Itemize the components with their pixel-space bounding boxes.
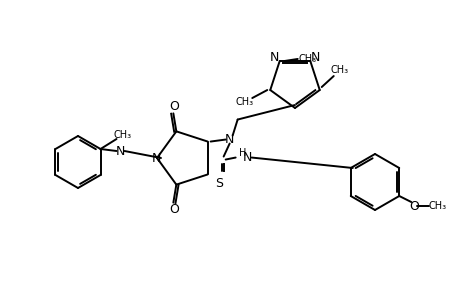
Text: S: S bbox=[214, 177, 222, 190]
Text: N: N bbox=[242, 151, 252, 164]
Text: CH₃: CH₃ bbox=[427, 201, 445, 211]
Text: N: N bbox=[310, 52, 319, 64]
Text: O: O bbox=[169, 100, 179, 113]
Text: N: N bbox=[269, 52, 279, 64]
Text: H: H bbox=[238, 148, 246, 158]
Text: CH₃: CH₃ bbox=[235, 97, 253, 107]
Text: CH₃: CH₃ bbox=[113, 130, 131, 140]
Text: CH₃: CH₃ bbox=[330, 65, 348, 75]
Text: N: N bbox=[151, 152, 160, 164]
Text: O: O bbox=[409, 200, 418, 212]
Text: N: N bbox=[224, 133, 234, 146]
Text: O: O bbox=[169, 203, 179, 216]
Text: N: N bbox=[116, 145, 125, 158]
Text: CH₃: CH₃ bbox=[298, 54, 316, 64]
